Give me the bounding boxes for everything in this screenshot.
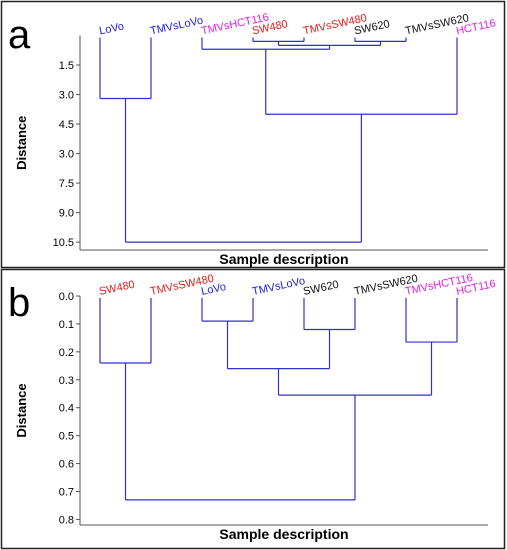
dendrogram-link xyxy=(201,37,331,50)
y-tick-label: 0.0 xyxy=(59,291,74,303)
y-axis-label: Distance xyxy=(14,116,29,170)
leaf-label: TMVsLoVo xyxy=(149,15,204,38)
y-tick-label: 0.2 xyxy=(59,347,74,359)
dendrogram-link xyxy=(405,298,458,343)
y-tick-label: 0.1 xyxy=(59,319,74,331)
y-tick-label: 7.5 xyxy=(59,178,74,190)
y-tick-label: 0.6 xyxy=(59,459,74,471)
leaf-label: TMVsLoVo xyxy=(251,275,306,298)
y-tick-label: 9.0 xyxy=(59,208,74,220)
leaf-label: LoVo xyxy=(98,20,125,37)
y-tick-label: 1.5 xyxy=(59,60,74,72)
y-tick-label: 0.5 xyxy=(59,431,74,443)
panel-letter: b xyxy=(8,281,30,325)
y-tick-label: 0.4 xyxy=(59,403,74,415)
y-tick-label: 0.3 xyxy=(59,375,74,387)
panel-letter: a xyxy=(8,13,31,57)
y-tick-label: 3.0 xyxy=(59,90,74,102)
dendrogram-link xyxy=(277,342,433,396)
panel-frame xyxy=(0,268,506,550)
leaf-label: SW620 xyxy=(302,279,340,298)
dendrogram-link xyxy=(252,37,305,43)
leaf-label: SW480 xyxy=(98,279,136,298)
dendrogram-link xyxy=(99,37,152,100)
y-tick-label: 4.5 xyxy=(59,119,74,131)
dendrogram-link xyxy=(303,298,356,331)
dendrogram-link xyxy=(226,321,331,370)
y-axis-label: Distance xyxy=(14,383,29,437)
y-tick-label: 3.0 xyxy=(59,149,74,161)
dendrogram-link xyxy=(354,37,407,43)
x-axis-label: Sample description xyxy=(219,526,348,542)
dendrogram-link xyxy=(124,363,356,501)
panel-frame xyxy=(0,0,506,269)
y-tick-label: 10.5 xyxy=(53,237,74,249)
dendrogram-link xyxy=(201,298,254,322)
leaf-label: LoVo xyxy=(200,281,227,298)
dendrogram-link xyxy=(99,298,152,364)
y-tick-label: 0.8 xyxy=(59,514,74,526)
x-axis-label: Sample description xyxy=(219,251,348,267)
dendrogram-link xyxy=(124,98,362,243)
y-tick-label: 0.7 xyxy=(59,486,74,498)
